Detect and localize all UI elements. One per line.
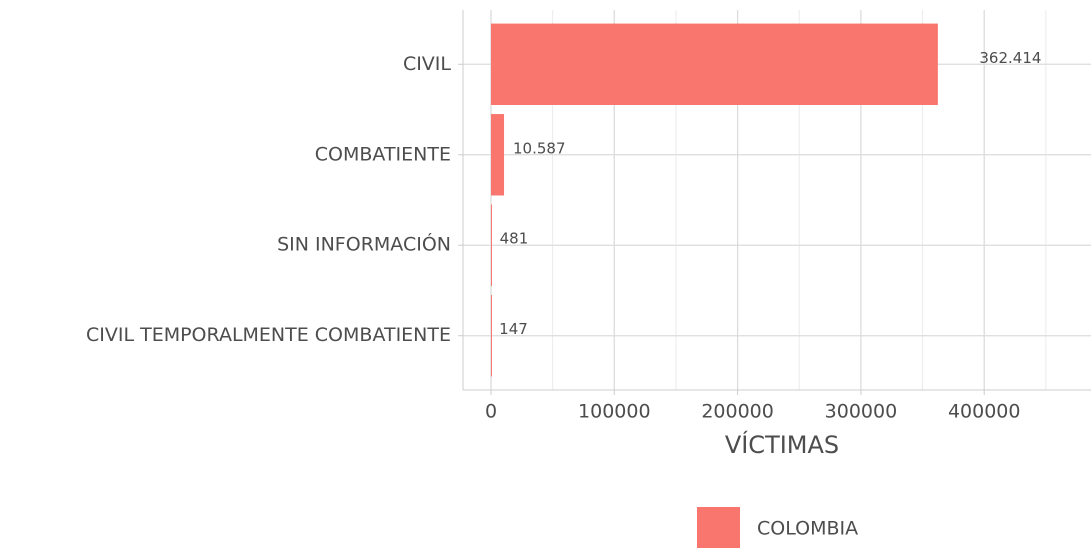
y-tick-label: COMBATIENTE [315, 143, 451, 165]
legend-label: COLOMBIA [757, 518, 858, 540]
bar [490, 114, 505, 196]
x-tick-label: 400000 [948, 401, 1021, 423]
value-label: 147 [499, 320, 528, 338]
bar [490, 23, 938, 106]
x-axis-label: VÍCTIMAS [725, 430, 839, 459]
value-label: 362.414 [979, 49, 1041, 67]
bar [490, 204, 492, 286]
x-tick-label: 300000 [825, 401, 898, 423]
x-tick-label: 0 [485, 401, 497, 423]
y-tick-label: CIVIL [403, 53, 451, 75]
x-tick-label: 200000 [701, 401, 774, 423]
y-tick-label: SIN INFORMACIÓN [277, 232, 451, 256]
value-label: 481 [500, 230, 529, 248]
value-label: 10.587 [513, 139, 566, 157]
y-tick-label: CIVIL TEMPORALMENTE COMBATIENTE [86, 324, 451, 346]
bar [490, 295, 492, 377]
legend-swatch [697, 507, 740, 548]
x-tick-label: 100000 [578, 401, 651, 423]
